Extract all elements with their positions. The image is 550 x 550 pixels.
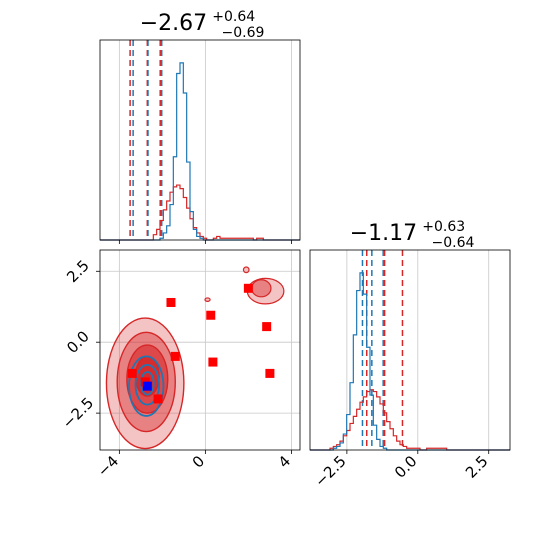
- sample-marker-4: [170, 351, 180, 361]
- hist-series-b: [310, 389, 510, 451]
- joint-y-tick-label-2: 2.5: [63, 256, 93, 286]
- contour-b-secondary-2: [242, 266, 250, 274]
- param-1-median: −2.67: [140, 11, 207, 36]
- joint-panel: −4 0 4 −2.5 0.0 2.5: [59, 249, 301, 480]
- param-1-lower: −0.69: [222, 25, 265, 41]
- joint-y-tick-label-0: −2.5: [59, 394, 97, 432]
- hist-2-x-tick-label-0: −2.5: [311, 452, 349, 490]
- param-2-upper: +0.63: [422, 219, 465, 235]
- joint-panel-frame: [99, 249, 301, 451]
- sample-marker-9: [265, 368, 275, 378]
- sample-marker-3: [166, 297, 176, 307]
- contour-a-level-1: [134, 363, 161, 406]
- contour-b-secondary-1: [251, 279, 272, 298]
- truth-marker: [142, 381, 152, 391]
- sample-marker-2: [153, 394, 163, 404]
- param-2-title: −1.17 +0.63 −0.64: [350, 216, 475, 251]
- param-1-upper: +0.64: [212, 9, 255, 25]
- sample-marker-0: [127, 368, 137, 378]
- contour-a-level-0: [128, 355, 165, 417]
- hist-panel-2-frame: [309, 249, 511, 451]
- hist-2-x-tick-label-1: 0.0: [391, 452, 421, 482]
- param-2-lower: −0.64: [432, 235, 475, 251]
- sample-marker-5: [206, 310, 216, 320]
- hist-panel-param-1: [99, 39, 301, 244]
- param-2-median: −1.17: [350, 221, 417, 246]
- joint-y-tick-label-1: 0.0: [63, 327, 93, 357]
- sample-marker-6: [208, 357, 218, 367]
- param-1-title: −2.67 +0.64 −0.69: [140, 6, 265, 41]
- hist-series-a: [310, 272, 510, 451]
- joint-x-tick-label-1: 0: [189, 452, 208, 471]
- hist-panel-param-2: −2.5 0.0 2.5: [309, 249, 511, 491]
- hist-panel-1-frame: [99, 39, 301, 241]
- joint-x-tick-label-2: 4: [275, 452, 294, 471]
- joint-x-tick-label-0: −4: [94, 452, 122, 480]
- hist-2-x-tick-label-2: 2.5: [462, 452, 492, 482]
- sample-marker-8: [262, 322, 272, 332]
- contour-b-secondary-3: [204, 297, 211, 302]
- sample-marker-7: [243, 283, 253, 293]
